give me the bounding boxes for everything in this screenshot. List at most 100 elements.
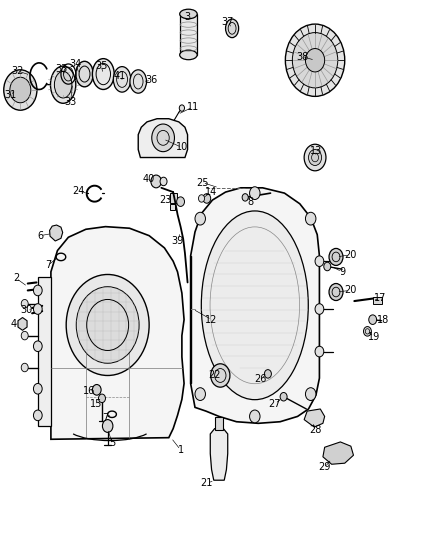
Circle shape: [160, 177, 167, 185]
Text: 11: 11: [187, 102, 199, 112]
Ellipse shape: [201, 211, 308, 400]
Circle shape: [195, 212, 205, 225]
Circle shape: [179, 105, 184, 111]
Text: 33: 33: [64, 96, 77, 107]
Polygon shape: [18, 318, 27, 330]
Text: 24: 24: [72, 186, 85, 196]
Circle shape: [99, 394, 106, 402]
Text: 9: 9: [339, 267, 345, 277]
Text: 37: 37: [222, 17, 234, 27]
Text: 32: 32: [11, 66, 24, 76]
Circle shape: [211, 364, 230, 387]
Circle shape: [308, 150, 321, 165]
Circle shape: [152, 124, 174, 152]
Text: 28: 28: [309, 425, 321, 435]
Circle shape: [102, 419, 113, 432]
Circle shape: [280, 392, 287, 401]
Circle shape: [33, 304, 42, 314]
Text: 20: 20: [344, 250, 356, 260]
Text: 17: 17: [374, 293, 387, 303]
Circle shape: [10, 77, 31, 103]
Circle shape: [33, 341, 42, 352]
Circle shape: [250, 187, 260, 199]
Text: 3: 3: [184, 12, 191, 22]
Bar: [373, 297, 382, 304]
Bar: [170, 193, 177, 203]
Text: 29: 29: [318, 463, 331, 472]
Polygon shape: [210, 429, 228, 480]
Text: 26: 26: [254, 374, 267, 384]
Text: 14: 14: [205, 187, 217, 197]
Circle shape: [195, 387, 205, 400]
Text: 1: 1: [177, 445, 184, 455]
Text: 2: 2: [13, 273, 19, 283]
Text: 15: 15: [90, 399, 102, 409]
Circle shape: [292, 33, 338, 88]
Circle shape: [242, 193, 248, 201]
Ellipse shape: [92, 59, 114, 90]
Circle shape: [33, 410, 42, 421]
Ellipse shape: [180, 50, 197, 60]
Text: 19: 19: [368, 332, 380, 342]
Text: 33: 33: [55, 64, 67, 74]
Text: 38: 38: [296, 52, 308, 61]
Circle shape: [329, 248, 343, 265]
Text: 35: 35: [95, 61, 107, 70]
Text: 34: 34: [70, 60, 82, 69]
Text: 6: 6: [37, 231, 43, 241]
Circle shape: [151, 175, 161, 188]
Circle shape: [21, 300, 28, 308]
Text: 23: 23: [159, 195, 172, 205]
Circle shape: [76, 287, 139, 364]
Polygon shape: [304, 409, 325, 427]
Text: 30: 30: [21, 305, 33, 315]
Circle shape: [33, 285, 42, 296]
Circle shape: [21, 364, 28, 372]
Circle shape: [203, 193, 211, 203]
Circle shape: [315, 256, 324, 266]
Text: 20: 20: [344, 286, 356, 295]
Circle shape: [329, 284, 343, 301]
Text: 27: 27: [268, 399, 281, 409]
Circle shape: [324, 262, 331, 271]
Circle shape: [286, 24, 345, 96]
Polygon shape: [323, 442, 353, 464]
Bar: [215, 417, 223, 430]
Circle shape: [33, 383, 42, 394]
Circle shape: [315, 346, 324, 357]
Bar: [170, 204, 175, 210]
Circle shape: [21, 332, 28, 340]
Text: 8: 8: [247, 197, 254, 207]
Circle shape: [369, 315, 377, 325]
Polygon shape: [38, 277, 51, 426]
Circle shape: [198, 195, 205, 202]
Polygon shape: [191, 188, 319, 423]
Circle shape: [92, 384, 101, 395]
Circle shape: [305, 387, 316, 400]
Ellipse shape: [113, 67, 131, 92]
Ellipse shape: [76, 61, 93, 87]
Text: 10: 10: [176, 142, 188, 152]
Text: 7: 7: [102, 413, 109, 423]
Text: 39: 39: [171, 236, 184, 246]
Circle shape: [305, 212, 316, 225]
Text: 18: 18: [377, 314, 389, 325]
Text: 21: 21: [201, 479, 213, 488]
Text: 13: 13: [310, 146, 322, 156]
Polygon shape: [138, 119, 187, 158]
Text: 25: 25: [196, 177, 208, 188]
Ellipse shape: [50, 66, 76, 103]
Text: 22: 22: [208, 370, 221, 381]
Text: 7: 7: [45, 261, 51, 270]
Ellipse shape: [180, 9, 197, 19]
Circle shape: [177, 197, 184, 206]
Circle shape: [364, 327, 371, 336]
Text: 4: 4: [11, 319, 17, 329]
Text: 16: 16: [83, 386, 95, 397]
Circle shape: [304, 144, 326, 171]
Ellipse shape: [226, 19, 239, 38]
Circle shape: [250, 410, 260, 423]
Text: 31: 31: [4, 90, 16, 100]
Polygon shape: [49, 225, 63, 241]
Text: 41: 41: [113, 71, 126, 81]
